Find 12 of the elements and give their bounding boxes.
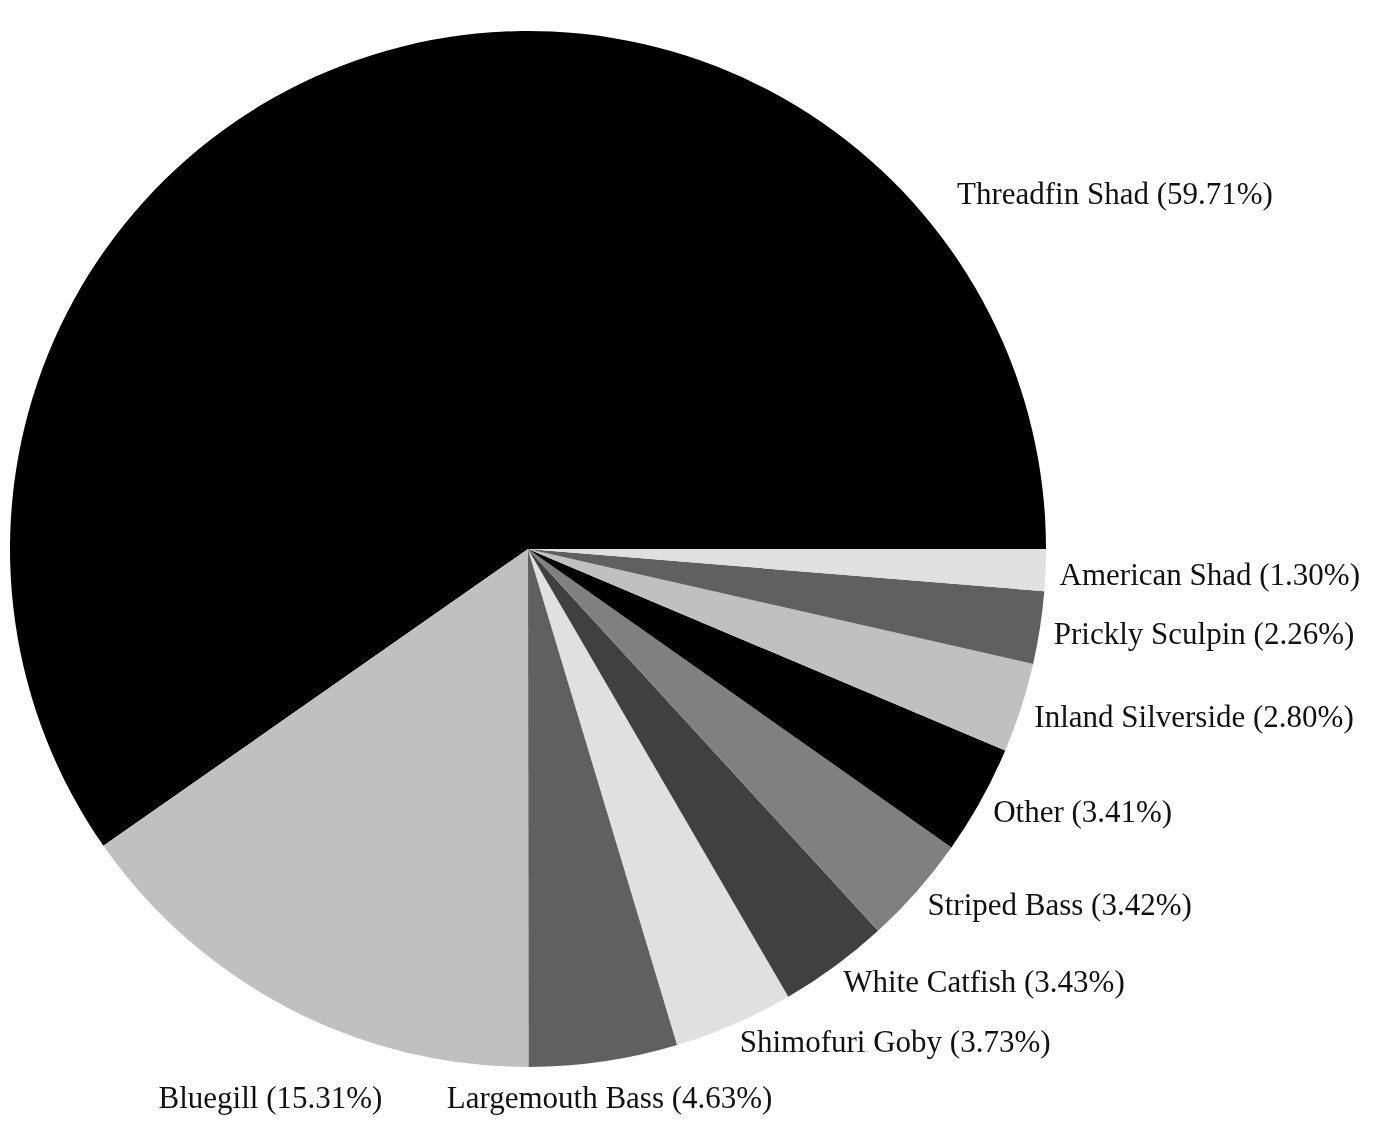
slice-label: American Shad (1.30%) <box>1059 557 1360 593</box>
slice-label: Inland Silverside (2.80%) <box>1034 698 1354 734</box>
pie-slice <box>528 549 678 1067</box>
slice-label: Prickly Sculpin (2.26%) <box>1053 616 1355 652</box>
slice-label: Shimofuri Goby (3.73%) <box>739 1023 1051 1059</box>
slice-label: Largemouth Bass (4.63%) <box>446 1079 773 1115</box>
slice-label: Striped Bass (3.42%) <box>927 886 1192 922</box>
slice-label: Threadfin Shad (59.71%) <box>956 175 1273 211</box>
slice-label: White Catfish (3.43%) <box>843 964 1125 1000</box>
slice-label: Bluegill (15.31%) <box>158 1079 383 1115</box>
pie-slice <box>528 549 1045 664</box>
slice-label: Other (3.41%) <box>993 793 1173 829</box>
